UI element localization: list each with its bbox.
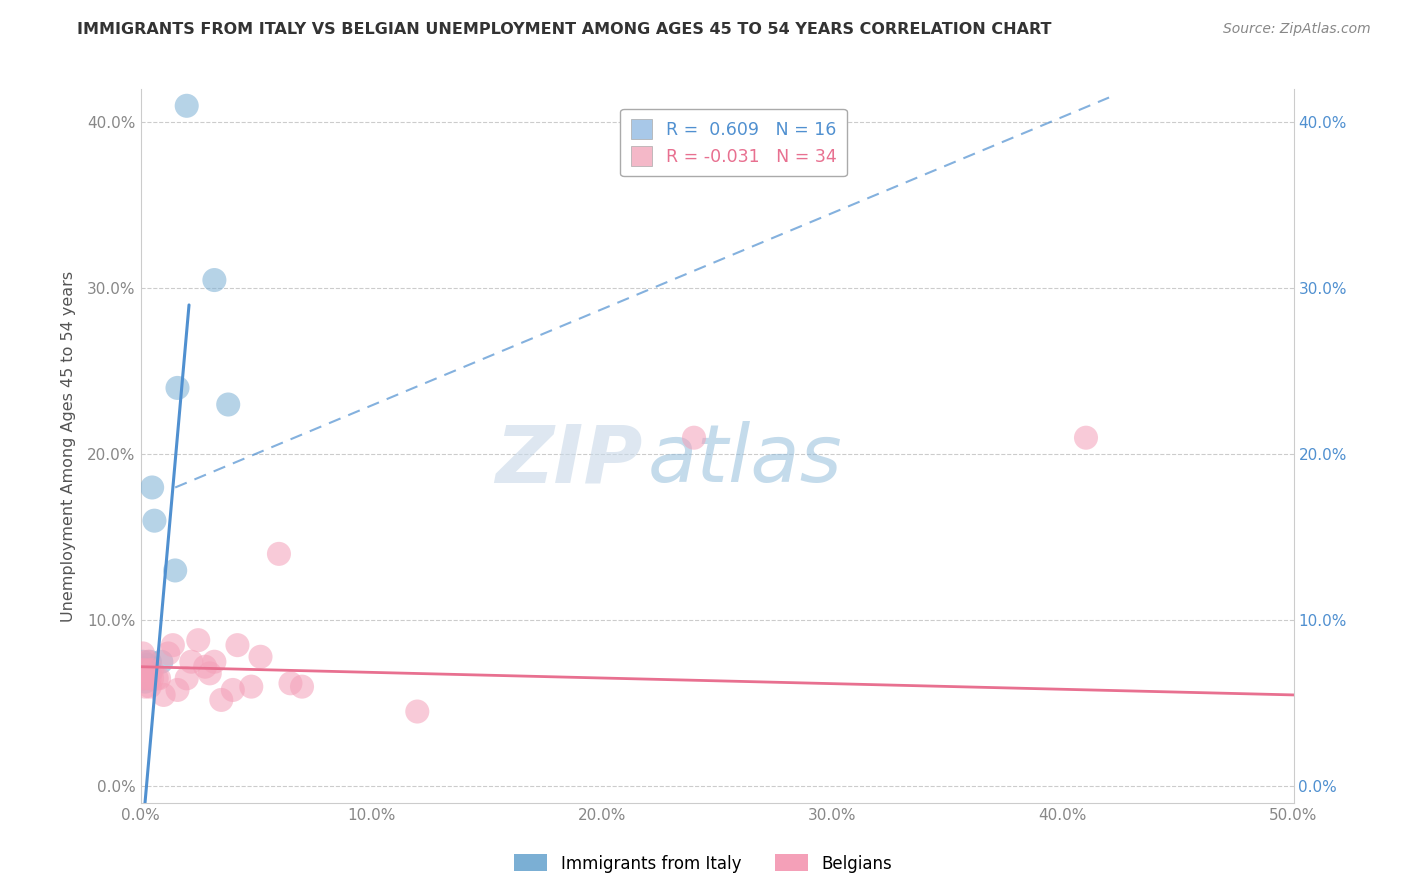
Point [194, 659, 217, 673]
Point [132, 671, 155, 685]
Text: Source: ZipAtlas.com: Source: ZipAtlas.com [1223, 22, 1371, 37]
Point [139, 680, 162, 694]
Point [165, 564, 187, 578]
Point [141, 481, 163, 495]
Point [176, 671, 198, 685]
Point [209, 693, 232, 707]
Point [180, 655, 202, 669]
Point [132, 663, 155, 677]
Point [145, 671, 167, 685]
Point [132, 655, 155, 669]
Point [157, 647, 180, 661]
Y-axis label: Unemployment Among Ages 45 to 54 years: Unemployment Among Ages 45 to 54 years [60, 270, 76, 622]
Point [152, 688, 174, 702]
Point [134, 680, 156, 694]
Point [136, 655, 159, 669]
Point [267, 547, 290, 561]
Point [166, 381, 188, 395]
Point [291, 680, 314, 694]
Point [143, 514, 166, 528]
Point [136, 663, 159, 677]
Point [222, 682, 245, 697]
Point [141, 663, 163, 677]
Point [136, 666, 159, 681]
Point [132, 647, 155, 661]
Point [280, 676, 302, 690]
Point [187, 633, 209, 648]
Point [406, 705, 429, 719]
Text: atlas: atlas [648, 421, 842, 500]
Point [249, 649, 271, 664]
Point [226, 638, 249, 652]
Point [176, 99, 198, 113]
Text: IMMIGRANTS FROM ITALY VS BELGIAN UNEMPLOYMENT AMONG AGES 45 TO 54 YEARS CORRELAT: IMMIGRANTS FROM ITALY VS BELGIAN UNEMPLO… [77, 22, 1052, 37]
Point [162, 638, 184, 652]
Legend: Immigrants from Italy, Belgians: Immigrants from Italy, Belgians [508, 847, 898, 880]
Point [198, 666, 221, 681]
Point [166, 682, 188, 697]
Point [1074, 431, 1097, 445]
Text: ZIP: ZIP [495, 421, 643, 500]
Point [132, 671, 155, 685]
Point [136, 658, 159, 673]
Point [134, 671, 156, 685]
Point [139, 655, 162, 669]
Point [202, 273, 225, 287]
Point [134, 674, 156, 689]
Point [202, 655, 225, 669]
Point [139, 666, 162, 681]
Point [139, 671, 162, 685]
Point [132, 661, 155, 675]
Point [150, 655, 173, 669]
Point [148, 671, 170, 685]
Point [141, 671, 163, 685]
Point [683, 431, 706, 445]
Point [217, 397, 239, 411]
Legend: R =  0.609   N = 16, R = -0.031   N = 34: R = 0.609 N = 16, R = -0.031 N = 34 [620, 109, 846, 177]
Point [240, 680, 263, 694]
